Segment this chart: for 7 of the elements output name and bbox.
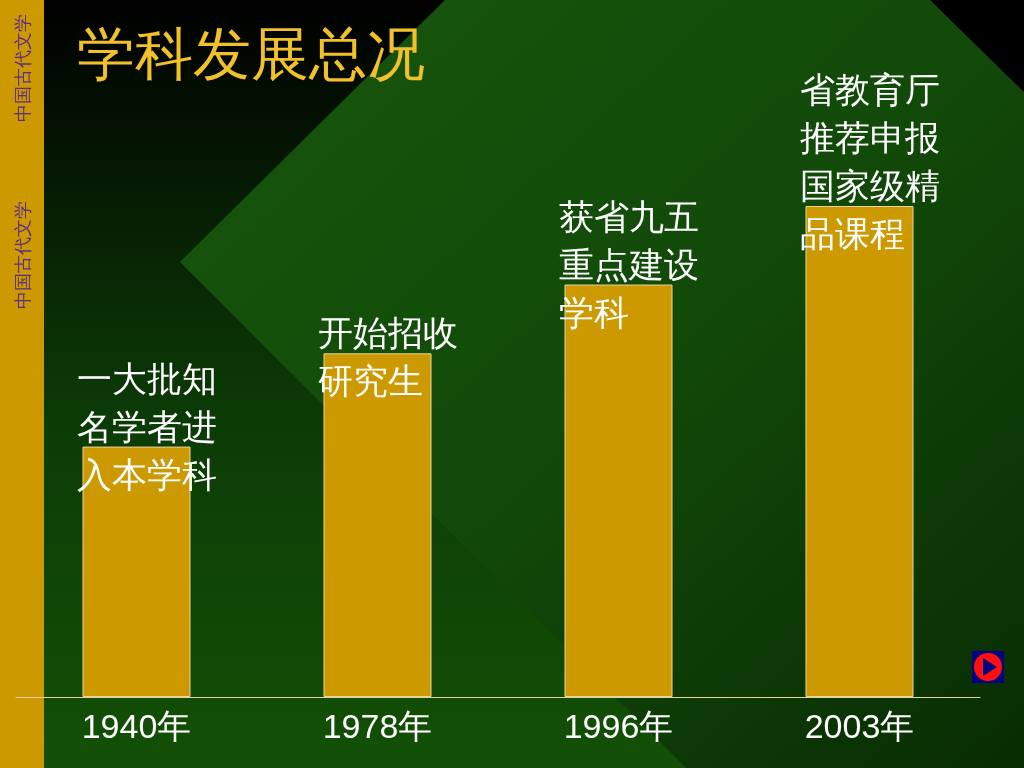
chart-title: 学科发展总况: [77, 20, 425, 88]
annotation: 中国古代文学: [11, 201, 33, 309]
x-tick-label: 1978年: [322, 707, 433, 745]
x-tick-label: 1940年: [81, 707, 192, 745]
text: 中国古代文学: [11, 14, 33, 122]
x-tick-label: 1996年: [563, 707, 674, 745]
x-tick-label: 2003年: [804, 707, 915, 745]
